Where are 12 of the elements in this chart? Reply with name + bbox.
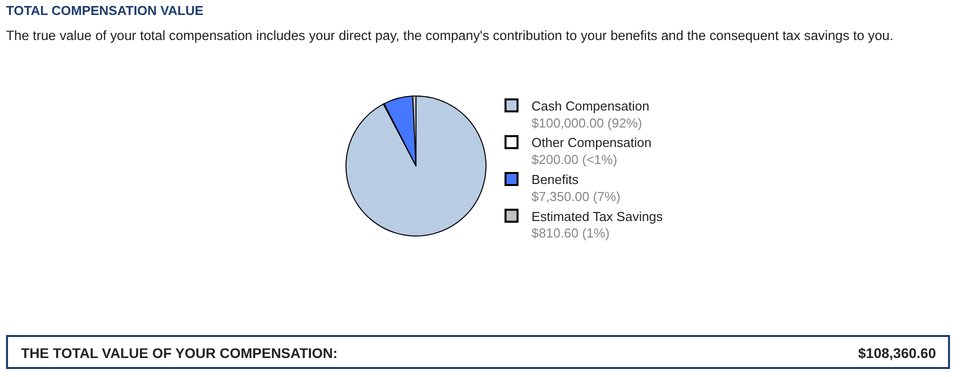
chart-subtitle: The true value of your total compensation includes your direct pay, the company's contribution to your benefits and the consequent tax savings to you. [6, 28, 894, 43]
data-label: $200.00 (<1%) [532, 152, 618, 168]
legend-label: Cash Compensation [532, 98, 650, 114]
text: TOTAL COMPENSATION VALUE [6, 3, 204, 18]
data-label: $810.60 (1%) [532, 226, 610, 241]
text: $108,360.60 [858, 345, 936, 361]
legend-label: Other Compensation [532, 135, 652, 150]
data-label: $7,350.00 (7%) [532, 188, 620, 204]
text: THE TOTAL VALUE OF YOUR COMPENSATION: [21, 345, 338, 361]
legend-label: Benefits [532, 172, 579, 188]
data-label: $100,000.00 (92%) [532, 115, 642, 130]
legend-label: Estimated Tax Savings [532, 208, 664, 224]
